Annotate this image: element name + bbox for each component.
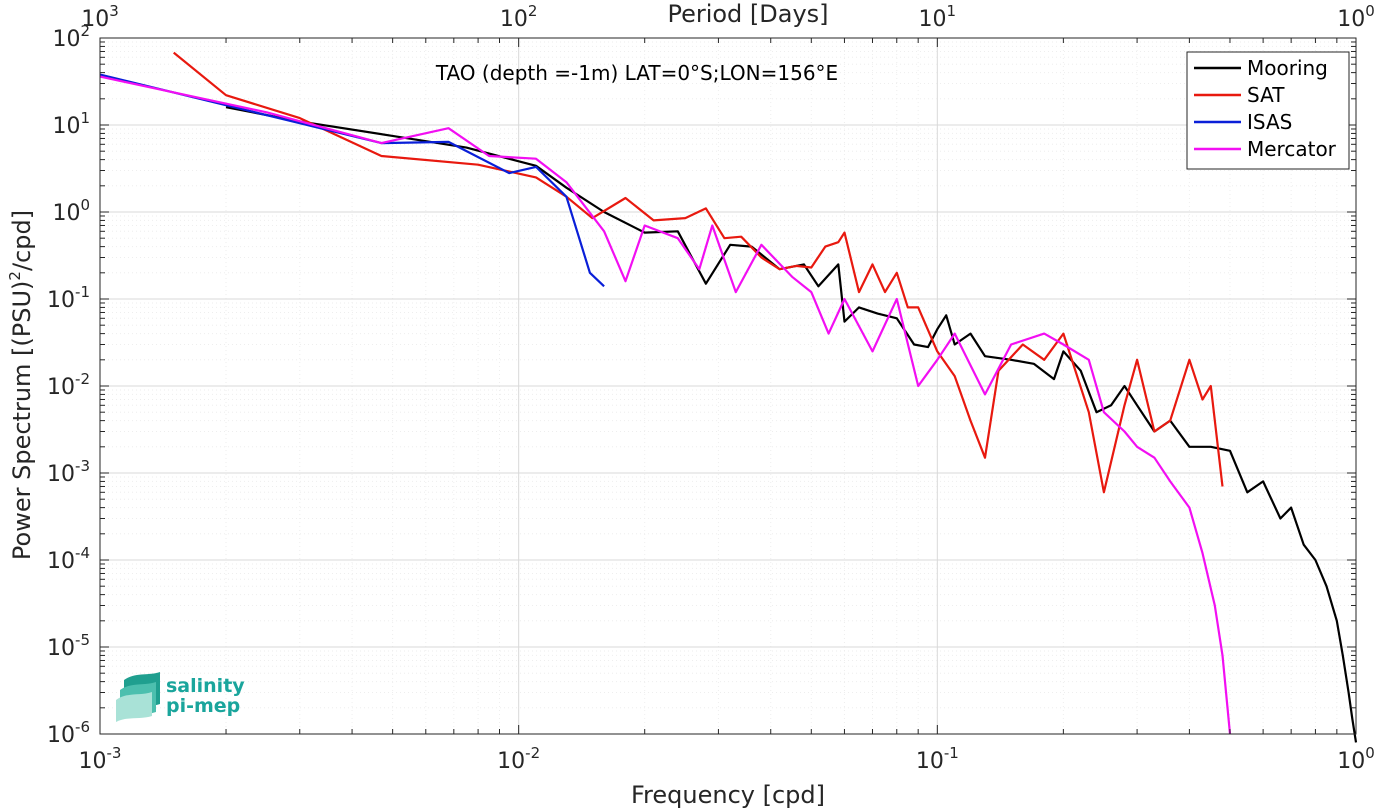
x-tick-label-base: 10 [1337, 749, 1365, 774]
y-tick-label: 10-3 [47, 457, 90, 487]
legend-label-mercator: Mercator [1247, 137, 1337, 161]
legend-label-sat: SAT [1247, 83, 1285, 107]
top-tick-labels: 103 102 101 100 [81, 2, 1375, 32]
top-tick-label: 100 [1337, 2, 1375, 32]
x-tick-label: 10-1 [916, 744, 959, 774]
logo-wave-front [116, 692, 152, 722]
x-tick-label-exp: 0 [1365, 744, 1375, 762]
y-axis-label-sup: 2 [6, 271, 24, 281]
y-tick-label-base: 10 [47, 636, 75, 661]
x-tick-label-exp: -2 [525, 744, 540, 762]
y-tick-label-exp: -1 [75, 283, 90, 301]
y-tick-label-base: 10 [47, 462, 75, 487]
y-tick-label: 101 [52, 109, 90, 139]
y-axis-label: Power Spectrum [(PSU)2/cpd] [6, 210, 36, 560]
y-tick-label: 10-6 [47, 718, 90, 748]
top-tick-label: 103 [81, 2, 119, 32]
top-tick-label-base: 10 [1337, 7, 1365, 32]
chart-title: TAO (depth =-1m) LAT=0°S;LON=156°E [435, 61, 838, 85]
y-tick-label-base: 10 [47, 288, 75, 313]
series-layer [99, 51, 1358, 743]
y-tick-label-exp: -2 [75, 370, 90, 388]
tick-marks [99, 38, 1356, 735]
legend-label-mooring: Mooring [1247, 56, 1328, 80]
top-tick-label-exp: 1 [947, 2, 957, 20]
y-tick-label: 10-1 [47, 283, 90, 313]
top-axis-label: Period [Days] [667, 0, 828, 28]
y-tick-label-base: 10 [47, 723, 75, 748]
x-tick-label-base: 10 [497, 749, 525, 774]
top-tick-label-exp: 3 [109, 2, 119, 20]
top-tick-label-base: 10 [81, 7, 109, 32]
series-line-sat [173, 51, 1224, 494]
series-line-isas [99, 73, 605, 288]
y-tick-label-base: 10 [47, 375, 75, 400]
y-tick-label-exp: -4 [75, 544, 90, 562]
legend-items: Mooring SAT ISAS Mercator [1194, 56, 1337, 161]
y-tick-label: 10-4 [47, 544, 90, 574]
y-axis-label-base: Power Spectrum [(PSU) [8, 281, 36, 560]
y-axis-label-tail: /cpd] [8, 210, 36, 271]
top-tick-label-exp: 0 [1365, 2, 1375, 20]
logo-text-pi-mep: pi-mep [166, 695, 240, 717]
series-line-mercator [99, 75, 1232, 735]
y-tick-label-exp: 2 [80, 22, 90, 40]
logo-text-salinity: salinity [166, 675, 245, 697]
y-tick-label-exp: -6 [75, 718, 90, 736]
y-tick-label-exp: -5 [75, 631, 90, 649]
y-tick-label-base: 10 [52, 201, 80, 226]
y-tick-label-base: 10 [52, 27, 80, 52]
y-tick-label-base: 10 [52, 114, 80, 139]
x-tick-label-exp: -1 [944, 744, 959, 762]
legend: Mooring SAT ISAS Mercator [1186, 51, 1350, 170]
top-tick-label-exp: 2 [528, 2, 538, 20]
top-tick-label: 102 [500, 2, 538, 32]
y-tick-label-base: 10 [47, 549, 75, 574]
top-tick-label-base: 10 [500, 7, 528, 32]
y-tick-label: 10-5 [47, 631, 90, 661]
x-tick-label-base: 10 [916, 749, 944, 774]
x-tick-label-exp: -3 [107, 744, 122, 762]
x-axis-label: Frequency [cpd] [631, 781, 825, 809]
top-tick-label: 101 [919, 2, 957, 32]
y-tick-label: 100 [52, 196, 90, 226]
y-tick-label: 10-2 [47, 370, 90, 400]
x-tick-label: 10-2 [497, 744, 540, 774]
x-tick-label-base: 10 [79, 749, 107, 774]
top-tick-label-base: 10 [919, 7, 947, 32]
x-tick-label: 100 [1337, 744, 1375, 774]
y-tick-label-exp: -3 [75, 457, 90, 475]
x-tick-labels: 10-3 10-2 10-1 100 [79, 744, 1375, 774]
y-tick-label: 102 [52, 22, 90, 52]
legend-label-isas: ISAS [1247, 110, 1292, 134]
y-tick-label-exp: 0 [80, 196, 90, 214]
y-tick-label-exp: 1 [80, 109, 90, 127]
salinity-pi-mep-logo: salinity pi-mep [116, 672, 245, 722]
grid-lines [99, 38, 1356, 735]
x-tick-label: 10-3 [79, 744, 122, 774]
